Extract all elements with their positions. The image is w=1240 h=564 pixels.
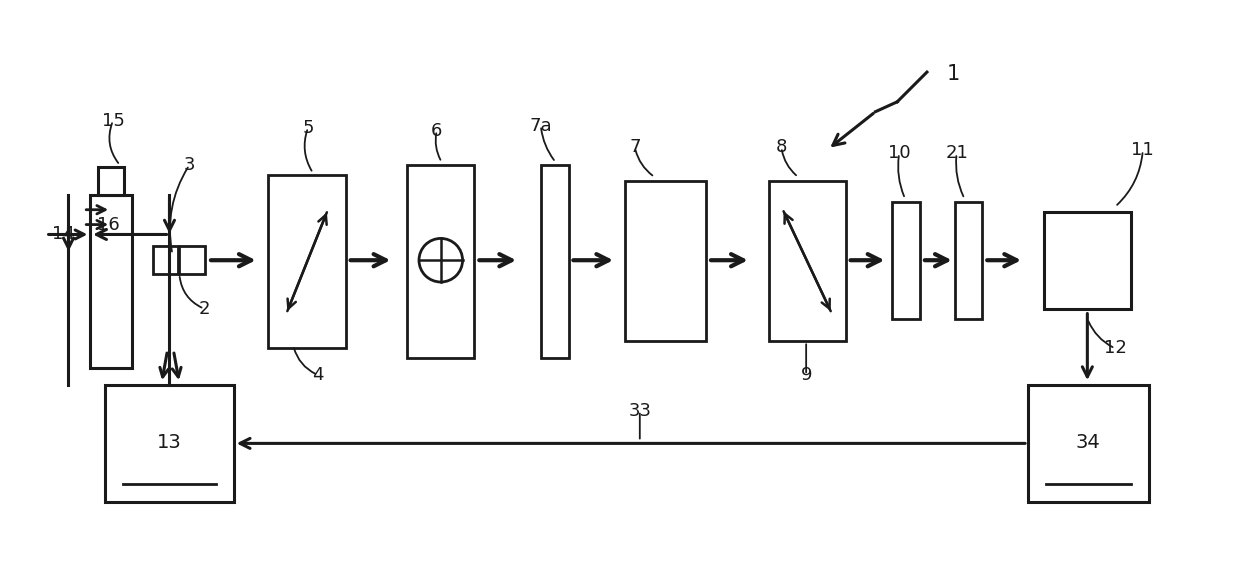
Bar <box>105 385 234 502</box>
Bar <box>180 246 205 274</box>
Bar <box>625 181 706 341</box>
Text: 12: 12 <box>1104 340 1126 358</box>
Text: 16: 16 <box>97 215 119 233</box>
Bar <box>269 175 346 349</box>
Text: 2: 2 <box>198 299 210 318</box>
Text: 11: 11 <box>1131 142 1154 159</box>
Text: 9: 9 <box>800 366 812 384</box>
Text: 14: 14 <box>52 226 74 244</box>
Bar <box>98 167 124 195</box>
Text: 6: 6 <box>432 121 443 139</box>
Bar <box>153 246 179 274</box>
Bar <box>955 202 982 319</box>
Bar <box>1028 385 1148 502</box>
Bar <box>769 181 846 341</box>
Text: 34: 34 <box>1076 433 1101 452</box>
Text: 8: 8 <box>776 138 787 156</box>
Text: 3: 3 <box>184 156 195 174</box>
Text: 21: 21 <box>945 144 968 162</box>
Text: 15: 15 <box>102 112 124 130</box>
Text: 7: 7 <box>629 138 641 156</box>
Bar <box>1044 212 1131 309</box>
Text: 5: 5 <box>303 118 314 136</box>
Bar <box>407 165 475 358</box>
Text: 33: 33 <box>629 402 651 420</box>
Text: 13: 13 <box>157 433 182 452</box>
Text: 1: 1 <box>947 64 960 84</box>
Text: 10: 10 <box>888 144 910 162</box>
Text: 7a: 7a <box>529 117 552 135</box>
Bar <box>91 195 131 368</box>
Bar <box>541 165 568 358</box>
Bar <box>893 202 920 319</box>
Text: 4: 4 <box>312 366 324 384</box>
